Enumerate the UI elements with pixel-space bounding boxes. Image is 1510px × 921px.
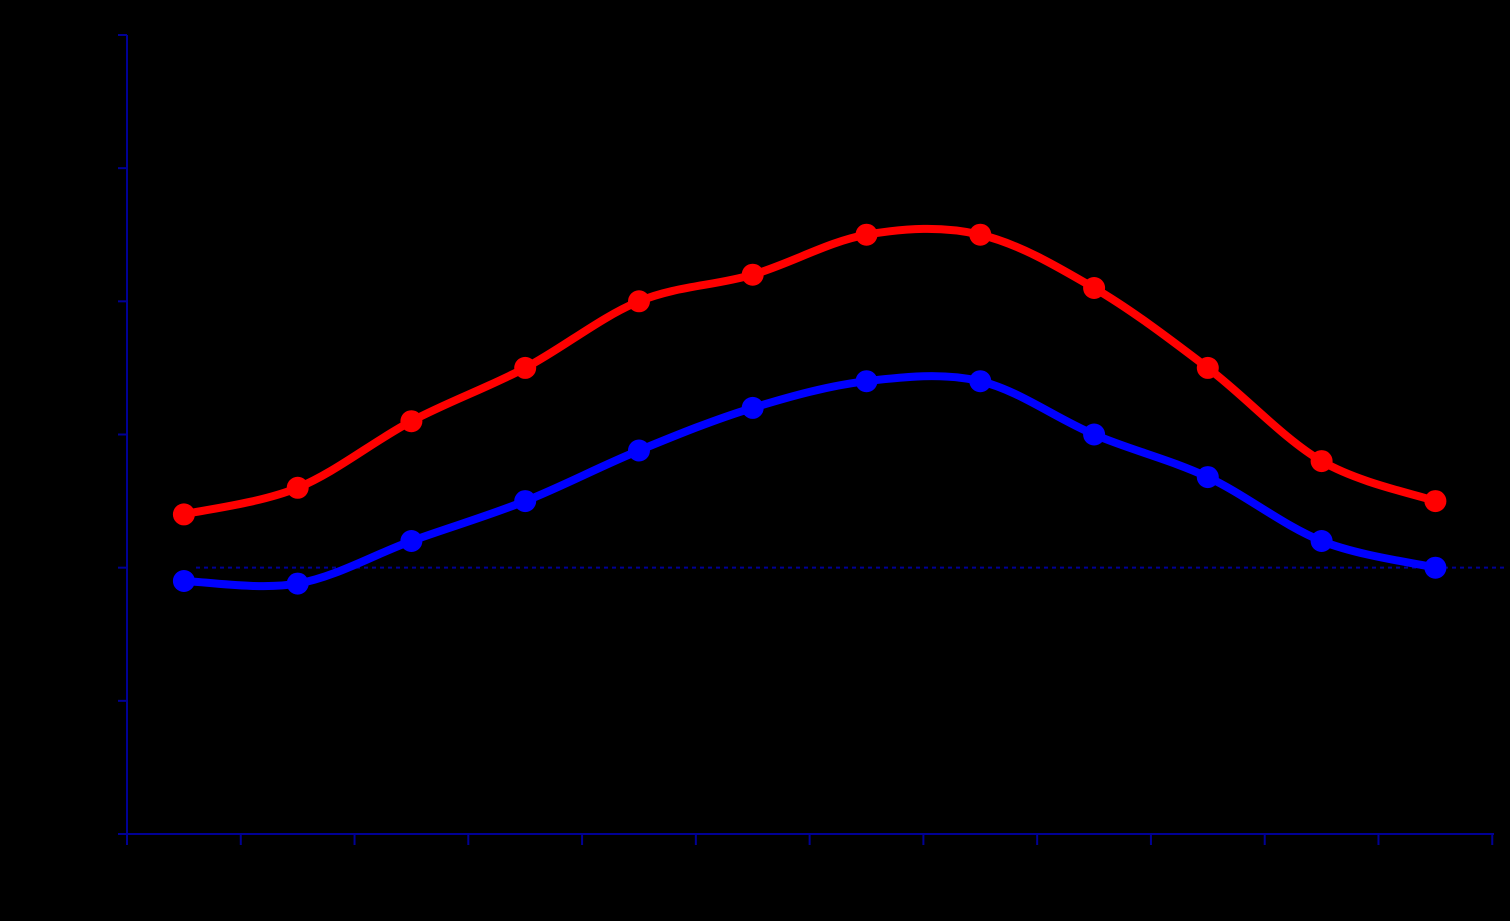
series-red-marker bbox=[969, 223, 992, 246]
series-blue-marker bbox=[1310, 530, 1333, 552]
series-red-marker bbox=[741, 263, 764, 286]
series-red-marker bbox=[1424, 490, 1447, 513]
series-blue-marker bbox=[172, 570, 195, 592]
y-axis bbox=[118, 34, 128, 835]
series-red-marker bbox=[1196, 356, 1219, 379]
series-blue-marker bbox=[1196, 466, 1219, 489]
series-blue-line bbox=[179, 372, 1440, 591]
series-blue-marker bbox=[514, 490, 537, 513]
series-blue-marker bbox=[286, 572, 309, 595]
series-red bbox=[172, 223, 1447, 526]
series-blue-marker bbox=[628, 439, 650, 462]
series-blue-marker bbox=[1083, 423, 1106, 446]
series-red-marker bbox=[1083, 277, 1106, 299]
series-blue-marker bbox=[1424, 556, 1447, 579]
series-blue bbox=[172, 370, 1447, 595]
series-blue-marker bbox=[741, 396, 764, 419]
x-axis bbox=[118, 833, 1494, 845]
series-red-line bbox=[179, 224, 1440, 519]
series-red-marker bbox=[1310, 450, 1333, 473]
series-red-marker bbox=[286, 476, 309, 499]
series-red-marker bbox=[514, 356, 537, 379]
series-blue-marker bbox=[400, 530, 423, 552]
series-red-marker bbox=[855, 223, 878, 246]
series-blue-marker bbox=[969, 370, 992, 393]
series-red-marker bbox=[400, 410, 423, 433]
series-red-marker bbox=[172, 503, 195, 526]
series-blue-marker bbox=[855, 370, 878, 393]
series-red-marker bbox=[628, 290, 650, 313]
